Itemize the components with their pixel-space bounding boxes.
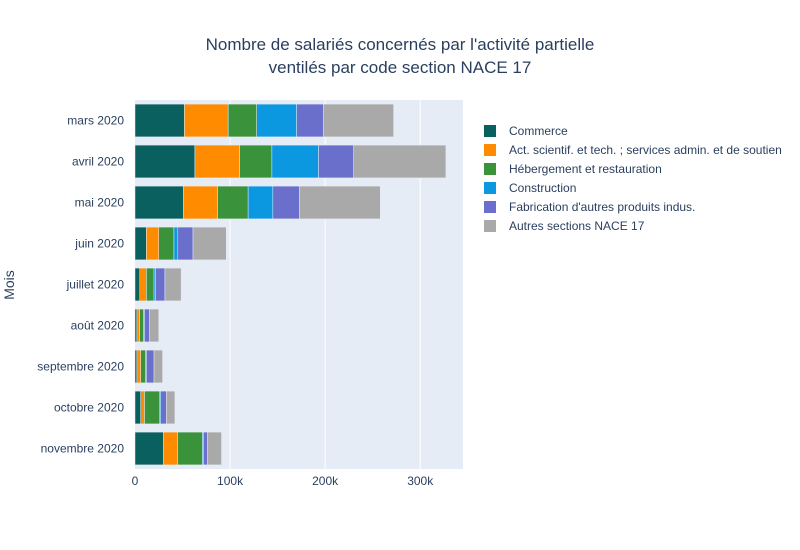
bar-segment[interactable]: [134, 349, 138, 384]
y-tick-labels: mars 2020 avril 2020 mai 2020 juin 2020 juil…: [37, 114, 124, 456]
bar-segment[interactable]: [136, 349, 141, 384]
x-tick-labels: 0 100k 200k 300k: [132, 474, 435, 488]
bar-segment[interactable]: [153, 349, 163, 384]
bar-segment[interactable]: [139, 267, 147, 302]
bar-segment[interactable]: [173, 226, 179, 261]
y-tick-label: août 2020: [71, 319, 125, 333]
bar-segment[interactable]: [177, 431, 203, 466]
bar-segment[interactable]: [136, 308, 141, 343]
x-tick-label: 200k: [312, 474, 339, 488]
y-tick-label: juillet 2020: [66, 278, 125, 292]
bar-segment[interactable]: [140, 349, 146, 384]
bar-segment[interactable]: [144, 308, 150, 343]
bar-segment[interactable]: [247, 185, 274, 220]
bar-segment[interactable]: [146, 226, 160, 261]
legend-label: Act. scientif. et tech. ; services admin…: [509, 143, 782, 157]
bar-segment[interactable]: [184, 103, 229, 138]
legend-swatch: [484, 182, 496, 194]
bar-segment[interactable]: [271, 144, 319, 179]
y-tick-label: mai 2020: [75, 196, 125, 210]
bar-segment[interactable]: [144, 390, 160, 425]
y-tick-label: octobre 2020: [54, 401, 124, 415]
y-tick-label: septembre 2020: [37, 360, 124, 374]
bar-segment[interactable]: [146, 267, 155, 302]
bar-segment[interactable]: [139, 308, 144, 343]
x-tick-label: 300k: [407, 474, 434, 488]
legend-label: Hébergement et restauration: [509, 162, 662, 176]
bar-segment[interactable]: [140, 390, 145, 425]
bar-segment[interactable]: [299, 185, 381, 220]
bar-segment[interactable]: [164, 267, 182, 302]
y-tick-label: mars 2020: [67, 114, 124, 128]
bar-segment[interactable]: [272, 185, 300, 220]
legend-swatch: [484, 144, 496, 156]
bar-segment[interactable]: [163, 431, 179, 466]
legend-swatch: [484, 201, 496, 213]
y-tick-label: novembre 2020: [41, 442, 125, 456]
legend-label: Commerce: [509, 124, 568, 138]
bar-segment[interactable]: [239, 144, 273, 179]
bar-segment[interactable]: [203, 431, 208, 466]
bar-segment[interactable]: [256, 103, 297, 138]
bar-segment[interactable]: [134, 390, 141, 425]
bar-segment[interactable]: [149, 308, 160, 343]
chart-title-line-1: Nombre de salariés concernés par l'activ…: [206, 35, 595, 54]
bars: [134, 103, 447, 466]
legend-label: Fabrication d'autres produits indus.: [509, 200, 695, 214]
bar-segment[interactable]: [296, 103, 324, 138]
bar-segment[interactable]: [217, 185, 249, 220]
bar-segment[interactable]: [194, 144, 240, 179]
y-tick-label: avril 2020: [72, 155, 124, 169]
bar-segment[interactable]: [177, 226, 194, 261]
legend-swatch: [484, 163, 496, 175]
y-axis-title: Mois: [1, 270, 17, 300]
legend[interactable]: Commerce Act. scientif. et tech. ; servic…: [484, 124, 782, 233]
x-tick-label: 0: [132, 474, 139, 488]
legend-label: Autres sections NACE 17: [509, 219, 645, 233]
bar-segment[interactable]: [134, 267, 141, 302]
legend-label: Construction: [509, 181, 576, 195]
bar-segment[interactable]: [318, 144, 354, 179]
bar-segment[interactable]: [160, 390, 167, 425]
bar-segment[interactable]: [134, 431, 164, 466]
legend-swatch: [484, 220, 496, 232]
bar-segment[interactable]: [207, 431, 222, 466]
bar-segment[interactable]: [183, 185, 218, 220]
bar-segment[interactable]: [353, 144, 447, 179]
x-tick-label: 100k: [217, 474, 244, 488]
bar-segment[interactable]: [134, 185, 184, 220]
bar-segment[interactable]: [192, 226, 227, 261]
bar-segment[interactable]: [322, 103, 394, 138]
bar-segment[interactable]: [134, 226, 147, 261]
y-tick-label: juin 2020: [74, 237, 124, 251]
bar-segment[interactable]: [134, 103, 185, 138]
bar-segment[interactable]: [158, 226, 175, 261]
chart-title-line-2: ventilés par code section NACE 17: [269, 58, 532, 77]
legend-swatch: [484, 125, 496, 137]
bar-segment[interactable]: [166, 390, 176, 425]
bar-segment[interactable]: [155, 267, 166, 302]
bar-segment[interactable]: [227, 103, 257, 138]
bar-segment[interactable]: [134, 144, 196, 179]
bar-segment[interactable]: [134, 308, 138, 343]
bar-segment[interactable]: [146, 349, 155, 384]
